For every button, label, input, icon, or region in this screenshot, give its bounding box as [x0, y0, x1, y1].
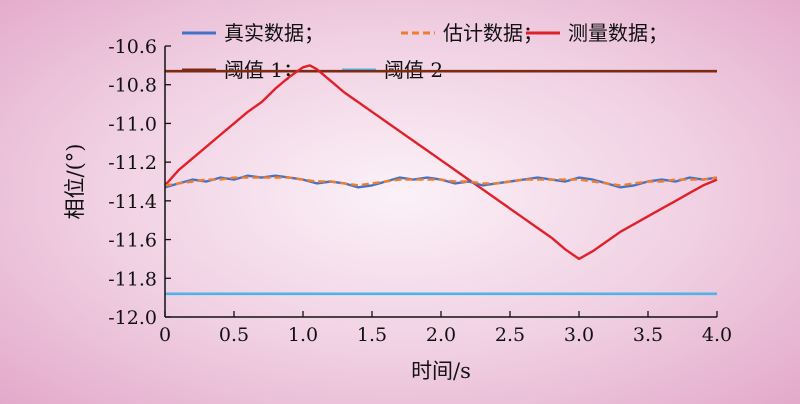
y-tick-label: -11.4	[108, 191, 157, 213]
y-tick-label: -11.8	[108, 268, 157, 290]
x-tick-label: 0	[159, 324, 171, 346]
y-tick-label: -10.8	[108, 75, 157, 97]
y-tick-label: -10.6	[108, 36, 157, 58]
x-tick-label: 4.0	[702, 324, 732, 346]
legend-label-1: 真实数据；	[224, 21, 324, 45]
y-tick-label: -12.0	[108, 307, 157, 329]
y-tick-label: -11.0	[108, 113, 157, 135]
x-axis-title: 时间/s	[411, 359, 471, 383]
series-line-3	[164, 64, 718, 261]
x-tick-label: 0.5	[219, 324, 249, 346]
series-line-2	[164, 176, 718, 187]
legend-label-3: 测量数据；	[568, 21, 668, 45]
x-tick-label: 3.0	[564, 324, 594, 346]
x-tick-label: 3.5	[633, 324, 663, 346]
y-tick-label: -11.2	[108, 152, 157, 174]
legend: 真实数据； 估计数据； 测量数据；阈值 1； 阈值 2	[182, 21, 668, 82]
x-tick-label: 1.0	[288, 324, 318, 346]
x-tick-label: 1.5	[357, 324, 387, 346]
x-tick-label: 2.0	[426, 324, 456, 346]
y-tick-label: -11.6	[108, 230, 157, 252]
plot-area	[164, 64, 718, 296]
y-axis-title: 相位/(°)	[63, 144, 87, 220]
axes: 0 0.5 1.0 1.5 2.0 2.5 3.0 3.5 4.0 -10.6 -10.8 -11.0…	[63, 36, 732, 383]
x-tick-label: 2.5	[495, 324, 525, 346]
